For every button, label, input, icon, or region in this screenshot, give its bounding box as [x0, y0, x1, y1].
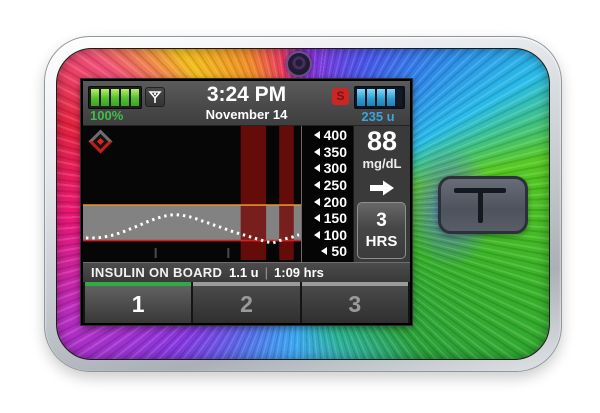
tick-triangle-icon — [313, 164, 320, 173]
rainbow-decal-skin: 100% 3:24 PM November 14 S 235 — [56, 48, 550, 360]
cgm-alert-dot — [96, 137, 105, 146]
gauge-bar — [377, 89, 385, 106]
pump-touchscreen: 100% 3:24 PM November 14 S 235 — [81, 79, 412, 325]
insulin-pump-body: 100% 3:24 PM November 14 S 235 — [44, 36, 562, 372]
gauge-bar — [387, 89, 395, 106]
tick-triangle-icon — [313, 131, 320, 140]
y-axis-tick-label: 100 — [302, 227, 353, 244]
time-range-button[interactable]: 3 HRS — [357, 202, 406, 259]
glucose-panel: 88 mg/dL 3 HRS — [353, 126, 410, 262]
glucose-value: 88 — [366, 126, 398, 156]
profile-tabs: 1 2 3 — [83, 282, 410, 323]
profile-button-1[interactable]: 1 — [85, 282, 192, 323]
y-axis-tick-label: 150 — [302, 210, 353, 227]
y-axis-tick-label: 50 — [302, 243, 353, 260]
iob-amount: 1.1 u — [229, 265, 259, 280]
profile-button-2[interactable]: 2 — [193, 282, 300, 323]
tick-triangle-icon — [313, 147, 320, 156]
tick-triangle-icon — [313, 181, 320, 190]
cgm-graph — [83, 126, 301, 262]
time-label: 3:24 PM — [206, 83, 287, 106]
iob-label: INSULIN ON BOARD — [91, 265, 223, 280]
tick-triangle-icon — [313, 197, 320, 206]
profile-button-2-label: 2 — [193, 286, 300, 323]
profile-button-3[interactable]: 3 — [301, 282, 408, 323]
battery-percent-label: 100% — [90, 108, 124, 123]
trend-steady-arrow-icon — [354, 180, 410, 201]
camera-screw — [286, 51, 312, 77]
cgm-trace-plot — [83, 126, 301, 260]
battery-indicator-icon — [88, 86, 142, 109]
tick-triangle-icon — [313, 230, 320, 239]
y-axis-tick-label: 350 — [302, 144, 353, 161]
tick-triangle-icon — [313, 214, 320, 223]
gauge-bar — [121, 89, 129, 106]
inactive-indicator — [193, 282, 300, 286]
profile-button-3-label: 3 — [301, 286, 408, 323]
gauge-bar — [357, 89, 365, 106]
status-badge-s: S — [332, 88, 349, 105]
time-range-value: 3 — [376, 210, 387, 231]
gauge-bar — [367, 89, 375, 106]
y-axis-tick-label: 300 — [302, 160, 353, 177]
y-axis-tick-label: 200 — [302, 193, 353, 210]
glucose-y-axis: 400 350 300 250 200 150 100 50 — [301, 126, 353, 262]
antenna-icon — [145, 87, 165, 107]
active-indicator — [85, 282, 192, 286]
tick-triangle-icon — [321, 247, 328, 256]
clock: 3:24 PM November 14 — [143, 81, 350, 122]
status-bar: 100% 3:24 PM November 14 S 235 — [83, 81, 410, 126]
y-axis-tick-label: 250 — [302, 177, 353, 194]
gauge-bar — [131, 89, 139, 106]
gauge-bar — [101, 89, 109, 106]
insulin-units-label: 235 u — [361, 109, 395, 124]
date-label: November 14 — [205, 107, 288, 123]
y-axis-tick-label: 400 — [302, 127, 353, 144]
iob-bar: INSULIN ON BOARD 1.1 u | 1:09 hrs — [83, 262, 410, 282]
gauge-bar — [111, 89, 119, 106]
iob-duration: 1:09 hrs — [274, 265, 324, 280]
time-range-unit: HRS — [365, 233, 398, 250]
inactive-indicator — [301, 282, 408, 286]
profile-button-1-label: 1 — [85, 286, 192, 323]
iob-separator: | — [264, 265, 269, 280]
iob-values: 1.1 u | 1:09 hrs — [229, 265, 324, 280]
insulin-cartridge-gauge-icon — [354, 86, 405, 109]
gauge-bar — [91, 89, 99, 106]
tandem-hardware-button[interactable] — [438, 176, 528, 234]
glucose-units-label: mg/dL — [362, 156, 402, 171]
gauge-empty-slot — [397, 89, 402, 106]
